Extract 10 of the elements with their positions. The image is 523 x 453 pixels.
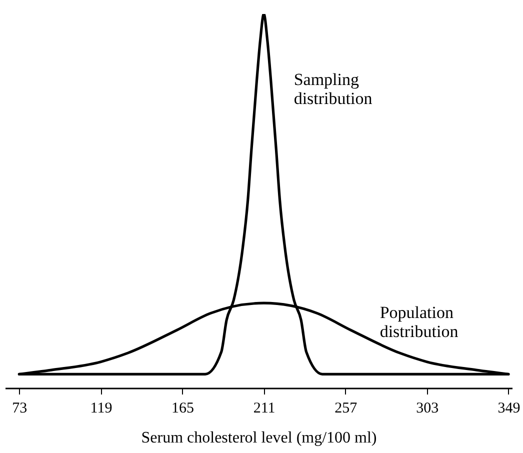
x-tick-label: 211 (253, 400, 276, 416)
x-tick-label: 303 (416, 400, 439, 416)
x-axis-title: Serum cholesterol level (mg/100 ml) (141, 430, 377, 446)
x-tick-label: 165 (172, 400, 194, 416)
x-tick-label: 349 (498, 400, 520, 416)
x-tick-label: 257 (334, 400, 358, 416)
series-label: Population distribution (380, 303, 459, 342)
x-tick-label: 73 (12, 400, 28, 416)
series-label: Sampling distribution (294, 70, 373, 108)
x-tick-label: 119 (90, 400, 112, 416)
